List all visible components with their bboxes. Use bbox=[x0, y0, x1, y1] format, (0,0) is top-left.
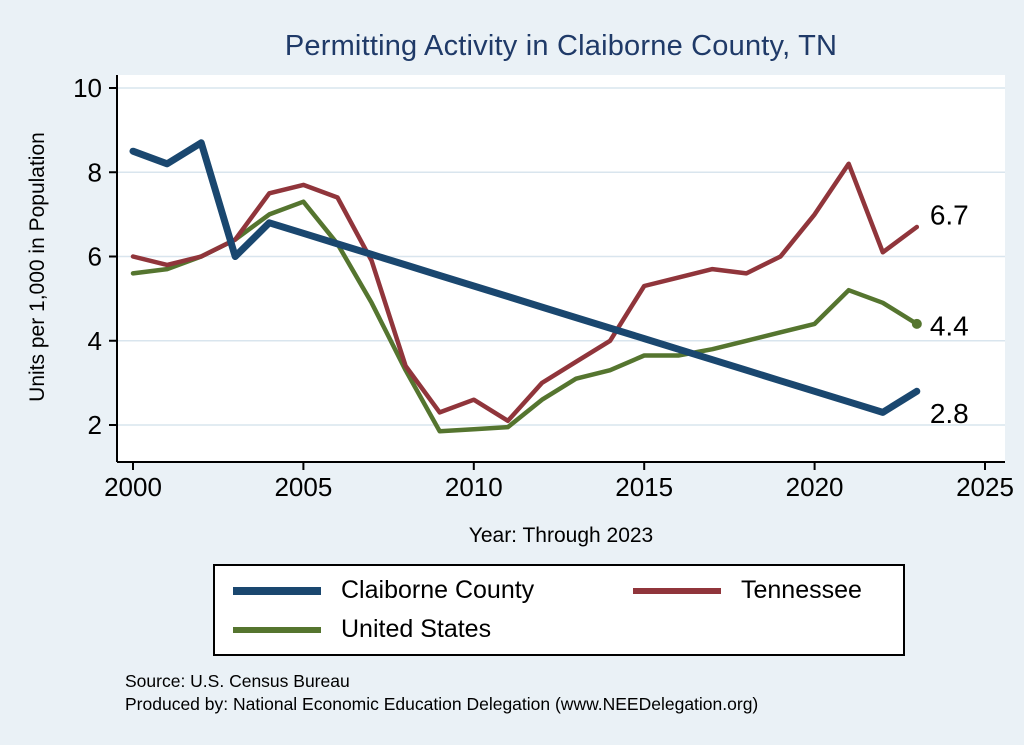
x-tick-label-2015: 2015 bbox=[615, 472, 673, 502]
chart-title: Permitting Activity in Claiborne County,… bbox=[284, 30, 838, 62]
series-line-tennessee bbox=[130, 161, 920, 424]
legend-item-claiborne-county: Claiborne County bbox=[233, 576, 633, 605]
x-tick-label-2000: 2000 bbox=[104, 472, 162, 502]
plot-area bbox=[117, 75, 1005, 462]
series-line-united-states bbox=[130, 199, 920, 434]
x-tick-label-2025: 2025 bbox=[956, 472, 1014, 502]
legend-swatch-claiborne-county bbox=[233, 586, 321, 595]
y-tick-label-2: 2 bbox=[88, 410, 102, 440]
end-label-claiborne-county: 2.8 bbox=[930, 398, 969, 429]
end-label-united-states: 4.4 bbox=[930, 310, 969, 341]
y-axis-title: Units per 1,000 in Population bbox=[26, 132, 49, 402]
legend-swatch-united-states bbox=[233, 626, 321, 633]
legend-item-united-states: United States bbox=[233, 615, 633, 644]
y-tick-label-8: 8 bbox=[88, 157, 102, 187]
credit-note: Produced by: National Economic Education… bbox=[125, 694, 759, 714]
x-axis-title: Year: Through 2023 bbox=[468, 524, 654, 547]
source-note: Source: U.S. Census Bureau bbox=[125, 671, 350, 691]
x-tick-label-2005: 2005 bbox=[274, 472, 332, 502]
end-label-tennessee: 6.7 bbox=[930, 200, 969, 231]
legend-label-claiborne-county: Claiborne County bbox=[341, 576, 535, 604]
series-line-claiborne-county bbox=[129, 139, 921, 416]
end-marker-united-states bbox=[911, 318, 922, 329]
y-tick-label-4: 4 bbox=[88, 326, 102, 356]
y-tick-label-6: 6 bbox=[88, 242, 102, 272]
legend-label-united-states: United States bbox=[341, 615, 492, 643]
legend: Claiborne County Tennessee United States bbox=[213, 564, 905, 656]
x-tick-label-2020: 2020 bbox=[786, 472, 844, 502]
y-tick-label-10: 10 bbox=[73, 73, 102, 103]
x-tick-label-2010: 2010 bbox=[445, 472, 503, 502]
legend-label-tennessee: Tennessee bbox=[741, 576, 862, 604]
legend-item-tennessee: Tennessee bbox=[633, 576, 885, 605]
legend-swatch-tennessee bbox=[633, 587, 721, 594]
chart-canvas: 2 4 6 8 10 2000 2005 2010 2015 2020 2025 2.8 6.7 4.4 bbox=[73, 73, 1014, 502]
footer: Source: U.S. Census Bureau Produced by: … bbox=[125, 670, 758, 716]
